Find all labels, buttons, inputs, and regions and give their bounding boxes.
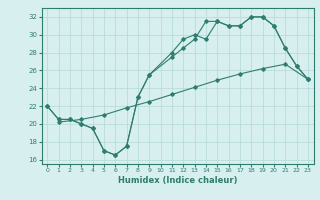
X-axis label: Humidex (Indice chaleur): Humidex (Indice chaleur): [118, 176, 237, 185]
